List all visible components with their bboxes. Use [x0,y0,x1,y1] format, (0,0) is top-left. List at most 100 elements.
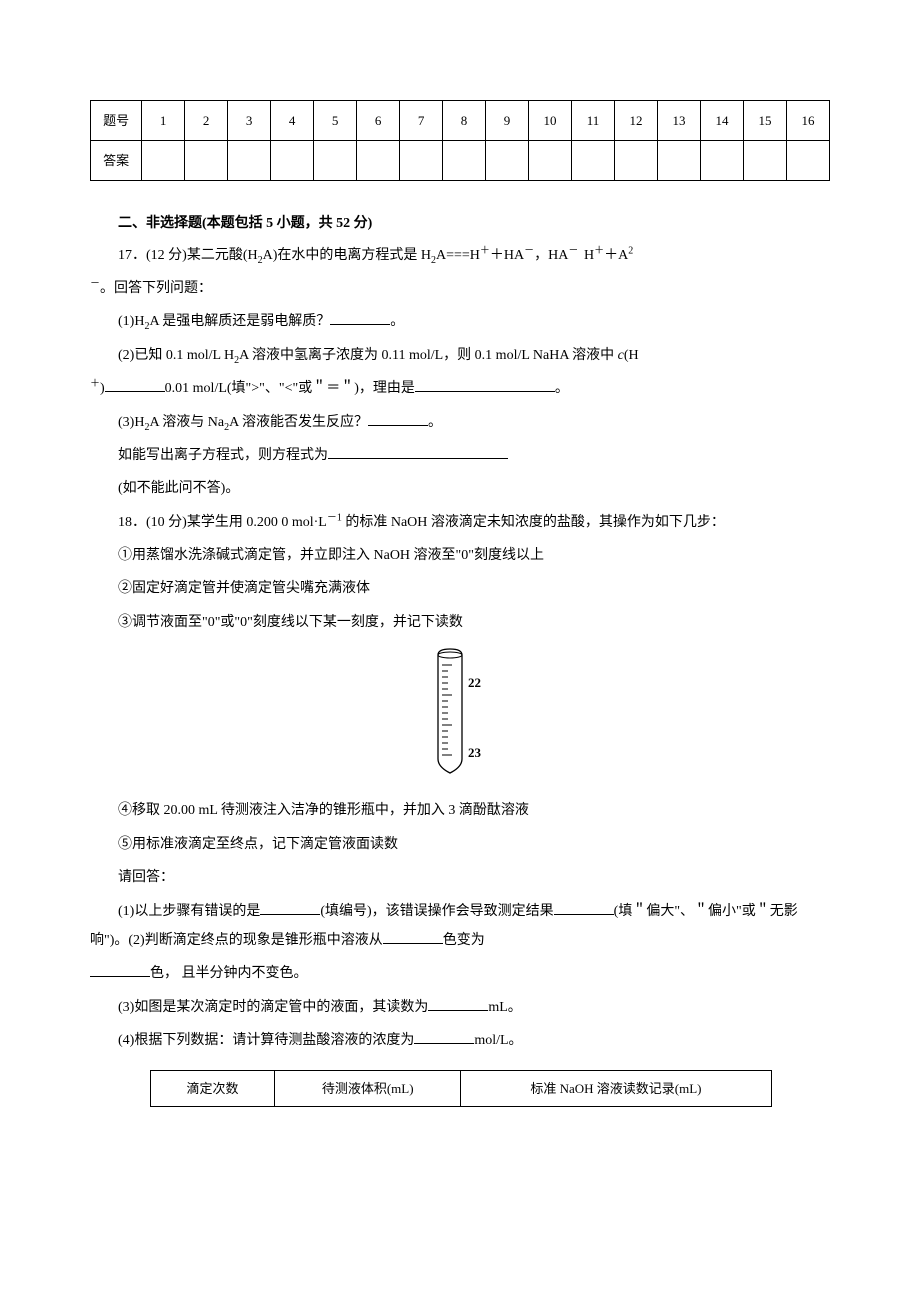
text: mol/L。 [474,1033,522,1048]
text: ，HA [534,248,568,263]
burette-icon: 22 23 [420,647,500,777]
text: A 是强电解质还是弱电解质？ [149,314,330,329]
text: 的标准 NaOH 溶液滴定未知浓度的盐酸，其操作为如下几步： [342,515,725,530]
col-num: 11 [572,101,615,141]
table-row: 题号 1 2 3 4 5 6 7 8 9 10 11 12 13 14 15 1… [91,101,830,141]
q17-stem-cont: －。回答下列问题： [90,274,830,303]
blank [368,412,428,426]
q18-step-3: ③调节液面至"0"或"0"刻度线以下某一刻度，并记下读数 [90,608,830,637]
text: mL。 [488,1000,521,1015]
answer-cell [615,141,658,181]
q18-stem: 18．(10 分)某学生用 0.200 0 mol·L－1 的标准 NaOH 溶… [90,508,830,537]
text: H [584,248,594,263]
burette-figure: 22 23 [90,647,830,786]
text: (2)已知 0.1 mol/L H [118,348,234,363]
text: A===H [436,248,480,263]
text: (1)以上步骤有错误的是 [118,904,260,919]
row-label: 答案 [91,141,142,181]
answer-cell [357,141,400,181]
blank [328,445,508,459]
text: (1)H [118,314,144,329]
q18-step-1: ①用蒸馏水洗涤碱式滴定管，并立即注入 NaOH 溶液至"0"刻度线以上 [90,541,830,570]
col-num: 4 [271,101,314,141]
q17-stem: 17．(12 分)某二元酸(H2A)在水中的电离方程式是 H2A===H＋＋HA… [90,241,830,270]
answer-cell [400,141,443,181]
col-num: 16 [786,101,829,141]
col-num: 14 [700,101,743,141]
text: (3)H [118,415,144,430]
col-num: 15 [743,101,786,141]
col-header: 滴定次数 [151,1070,275,1106]
row-label: 题号 [91,101,142,141]
text: 色变为 [443,933,485,948]
q17-1: (1)H2A 是强电解质还是弱电解质？。 [90,307,830,336]
text: A)在水中的电离方程式是 H [263,248,431,263]
blank [105,378,165,392]
text: ＋A [604,248,628,263]
answer-cell [185,141,228,181]
q18-4: (4)根据下列数据：请计算待测盐酸溶液的浓度为 mol/L。 [90,1026,830,1055]
burette-label-top: 22 [468,675,481,690]
blank [260,901,320,915]
table-row: 答案 [91,141,830,181]
col-num: 2 [185,101,228,141]
answer-cell [142,141,185,181]
q18-step-5: ⑤用标准液滴定至终点，记下滴定管液面读数 [90,830,830,859]
section-heading: 二、非选择题(本题包括 5 小题，共 52 分) [90,211,830,236]
blank [415,378,555,392]
q18-1-cont: 色， 且半分钟内不变色。 [90,959,830,988]
q18-ask: 请回答： [90,863,830,892]
text: A 溶液能否发生反应？ [229,415,368,430]
answer-cell [271,141,314,181]
q17-2: (2)已知 0.1 mol/L H2A 溶液中氢离子浓度为 0.11 mol/L… [90,341,830,370]
answer-cell [443,141,486,181]
answer-cell [657,141,700,181]
blank [414,1030,474,1044]
col-num: 5 [314,101,357,141]
blank [90,963,150,977]
blank [330,311,390,325]
answer-cell [572,141,615,181]
q17-3: (3)H2A 溶液与 Na2A 溶液能否发生反应？。 [90,408,830,437]
col-num: 3 [228,101,271,141]
text: A 溶液中氢离子浓度为 0.11 mol/L，则 0.1 mol/L NaHA … [239,348,618,363]
col-num: 9 [486,101,529,141]
col-num: 8 [443,101,486,141]
answer-cell [228,141,271,181]
col-header: 待测液体积(mL) [275,1070,461,1106]
text: 。回答下列问题： [100,281,212,296]
text: 18．(10 分)某学生用 0.200 0 mol·L [118,515,327,530]
col-num: 10 [529,101,572,141]
answer-cell [529,141,572,181]
text: (填编号)，该错误操作会导致测定结果 [320,904,553,919]
text: (4)根据下列数据：请计算待测盐酸溶液的浓度为 [118,1033,414,1048]
blank [554,901,614,915]
text: 0.01 mol/L(填">"、"<"或＂＝＂)，理由是 [165,381,415,396]
burette-label-bottom: 23 [468,745,482,760]
answer-cell [486,141,529,181]
text: 色， 且半分钟内不变色。 [150,966,308,981]
col-num: 7 [400,101,443,141]
answer-cell [314,141,357,181]
col-num: 6 [357,101,400,141]
answer-cell [700,141,743,181]
col-num: 12 [615,101,658,141]
q18-step-4: ④移取 20.00 mL 待测液注入洁净的锥形瓶中，并加入 3 滴酚酞溶液 [90,796,830,825]
q18-3: (3)如图是某次滴定时的滴定管中的液面，其读数为 mL。 [90,993,830,1022]
text: 如能写出离子方程式，则方程式为 [118,448,328,463]
blank [428,997,488,1011]
text: 。 [555,381,569,396]
table-row: 滴定次数 待测液体积(mL) 标准 NaOH 溶液读数记录(mL) [151,1070,772,1106]
col-header: 标准 NaOH 溶液读数记录(mL) [461,1070,771,1106]
q17-4: 如能写出离子方程式，则方程式为 [90,441,830,470]
answer-cell [786,141,829,181]
col-num: 13 [657,101,700,141]
answer-cell [743,141,786,181]
q17-5: (如不能此问不答)。 [90,474,830,503]
col-num: 1 [142,101,185,141]
titration-data-table: 滴定次数 待测液体积(mL) 标准 NaOH 溶液读数记录(mL) [150,1070,772,1107]
text: 。 [390,314,404,329]
text: (3)如图是某次滴定时的滴定管中的液面，其读数为 [118,1000,428,1015]
blank [383,930,443,944]
text: ＋HA [490,248,524,263]
